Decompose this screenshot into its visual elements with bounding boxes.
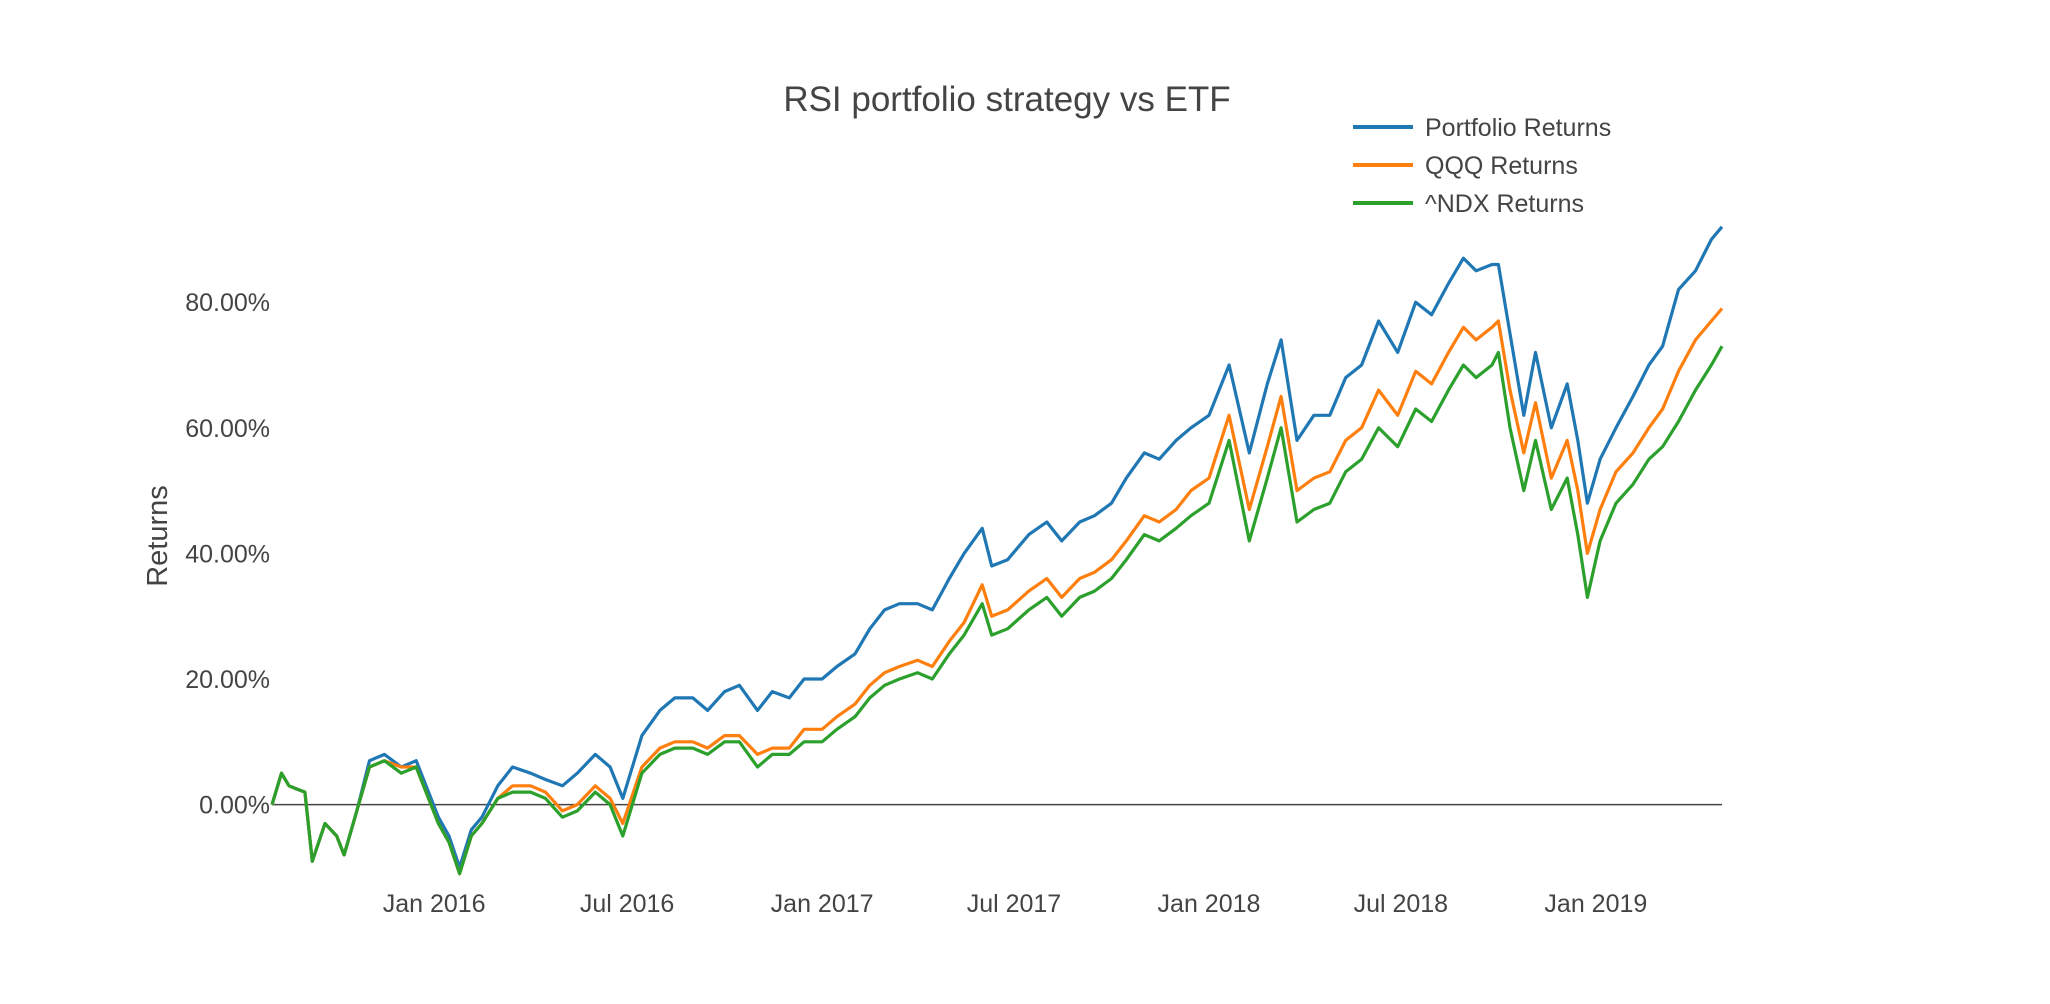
legend-item-portfolio[interactable]: Portfolio Returns — [1353, 114, 1611, 142]
y-tick-label: 40.00% — [185, 540, 270, 568]
legend-label-ndx: ^NDX Returns — [1425, 190, 1584, 218]
x-tick-label: Jan 2019 — [1544, 890, 1647, 918]
y-axis-ticks: 0.00% 20.00% 40.00% 60.00% 80.00% — [185, 289, 270, 819]
y-tick-label: 0.00% — [199, 792, 270, 820]
x-axis-ticks: Jan 2016 Jul 2016 Jan 2017 Jul 2017 Jan 2018… — [383, 890, 1648, 918]
x-tick-label: Jan 2017 — [771, 890, 874, 918]
legend-item-ndx[interactable]: ^NDX Returns — [1353, 190, 1584, 218]
ndx-returns-line[interactable] — [270, 345, 1724, 876]
y-tick-label: 20.00% — [185, 666, 270, 694]
chart-title: RSI portfolio strategy vs ETF — [783, 80, 1230, 119]
y-axis-title: Returns — [142, 485, 174, 587]
legend[interactable]: Portfolio Returns QQQ Returns ^NDX Retur… — [1353, 114, 1611, 218]
series-lines — [270, 225, 1724, 876]
legend-label-qqq: QQQ Returns — [1425, 152, 1578, 180]
x-tick-label: Jan 2016 — [383, 890, 486, 918]
legend-label-portfolio: Portfolio Returns — [1425, 114, 1611, 142]
x-tick-label: Jan 2018 — [1158, 890, 1261, 918]
x-tick-label: Jul 2017 — [967, 890, 1062, 918]
x-tick-label: Jul 2018 — [1354, 890, 1449, 918]
x-tick-label: Jul 2016 — [580, 890, 675, 918]
y-tick-label: 60.00% — [185, 415, 270, 443]
legend-item-qqq[interactable]: QQQ Returns — [1353, 152, 1578, 180]
y-tick-label: 80.00% — [185, 289, 270, 317]
portfolio-returns-line[interactable] — [270, 225, 1724, 869]
